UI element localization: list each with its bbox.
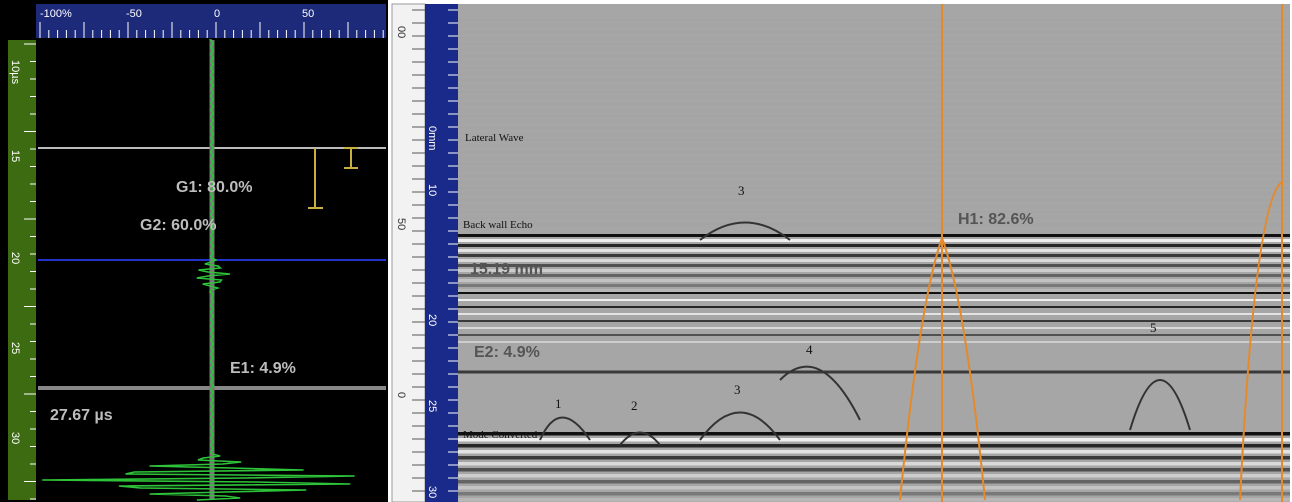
annotation: Mode Converted — [463, 429, 538, 441]
ruler-label: 50 — [302, 8, 314, 20]
b-scan-image — [458, 4, 1290, 502]
echo-stripe — [458, 462, 1290, 466]
echo-stripe — [458, 274, 1290, 277]
ruler-label: 0 — [214, 8, 220, 20]
indication-label: 4 — [806, 342, 813, 357]
echo-stripe — [458, 292, 1290, 294]
ruler-label: 0mm — [426, 126, 438, 150]
annotation: Back wall Echo — [463, 219, 533, 231]
annotation: Lateral Wave — [465, 132, 524, 144]
ruler-label: 25 — [426, 400, 438, 412]
echo-label: E2: 4.9% — [474, 344, 540, 361]
indication-label: 3 — [734, 382, 741, 397]
echo-stripe — [458, 259, 1290, 262]
echo-stripe — [458, 284, 1290, 287]
echo-stripe — [458, 474, 1290, 478]
echo-stripe — [458, 341, 1290, 343]
echo-stripe — [458, 254, 1290, 257]
ruler-label: 50 — [395, 218, 407, 230]
echo-stripe — [458, 432, 1290, 436]
depth-ruler-outer — [392, 4, 425, 502]
echo-stripe — [458, 244, 1290, 247]
echo-stripe — [458, 450, 1290, 454]
depth-label: 15.19 mm — [470, 261, 543, 278]
echo-stripe — [458, 306, 1290, 308]
indication-label: 2 — [631, 398, 638, 413]
echo-stripe — [458, 438, 1290, 442]
echo-stripe — [458, 320, 1290, 322]
indication-label: 1 — [555, 396, 562, 411]
echo-stripe — [458, 327, 1290, 329]
echo-stripe — [458, 269, 1290, 272]
echo-stripe — [458, 480, 1290, 484]
amplitude-ruler — [36, 4, 386, 38]
gate-label: G1: 80.0% — [176, 179, 252, 196]
amplitude-label: H1: 82.6% — [958, 211, 1034, 228]
time-ruler — [8, 40, 36, 500]
ruler-label: 00 — [395, 26, 407, 38]
ruler-label: 10 — [426, 184, 438, 196]
ruler-label: 30 — [426, 486, 438, 498]
echo-stripe — [458, 289, 1290, 292]
indication-label: 3 — [738, 183, 745, 198]
echo-stripe — [458, 313, 1290, 315]
ruler-label: 0 — [395, 392, 407, 398]
screen: G1: 80.0% G2: 60.0% E1: 4.9% 27.67 µs -1… — [0, 0, 1292, 502]
echo-label: E1: 4.9% — [230, 360, 296, 377]
cursor-time: 27.67 µs — [50, 407, 113, 424]
ruler-label: 25 — [9, 342, 21, 354]
echo-stripe — [458, 279, 1290, 282]
ruler-label: -50 — [126, 8, 142, 20]
a-scan-panel — [0, 0, 388, 502]
echo-stripe — [458, 498, 1290, 502]
echo-stripe — [458, 299, 1290, 301]
echo-stripe — [458, 456, 1290, 460]
ruler-label: 20 — [9, 252, 21, 264]
echo-stripe — [458, 249, 1290, 252]
echo-stripe — [458, 264, 1290, 267]
gate-label: G2: 60.0% — [140, 217, 216, 234]
echo-stripe — [458, 444, 1290, 448]
echo-stripe — [458, 239, 1290, 242]
ruler-label: 10µs — [9, 60, 21, 85]
echo-stripe — [458, 234, 1290, 237]
echo-stripe — [458, 492, 1290, 496]
ruler-label: 20 — [426, 314, 438, 326]
ruler-label: 30 — [9, 432, 21, 444]
echo-stripe — [458, 334, 1290, 336]
echo-stripe — [458, 486, 1290, 490]
ruler-label: 15 — [9, 150, 21, 162]
indication-label: 5 — [1150, 320, 1157, 335]
ruler-label: -100% — [40, 8, 72, 20]
echo-stripe — [458, 468, 1290, 472]
depth-ruler-inner — [425, 4, 458, 502]
